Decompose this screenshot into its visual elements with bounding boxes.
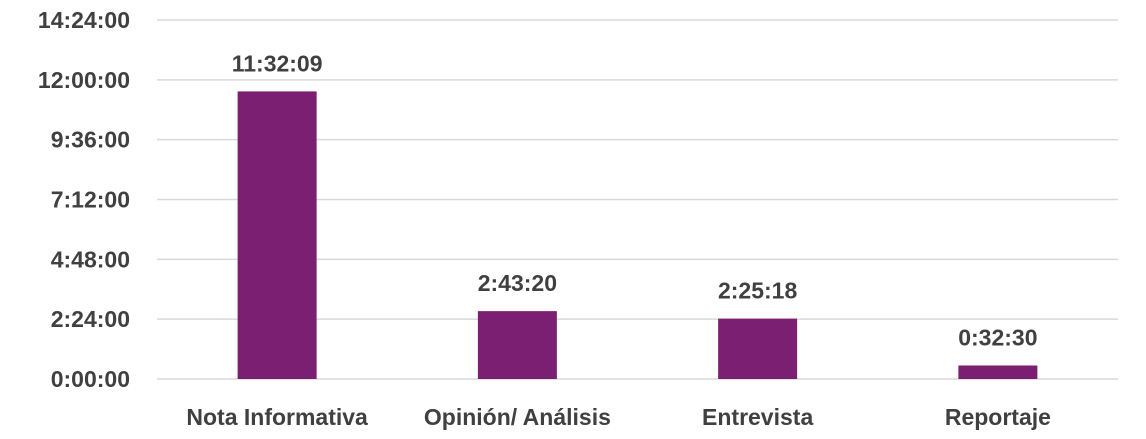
y-tick-label: 14:24:00 — [38, 7, 130, 33]
y-tick-label: 12:00:00 — [38, 67, 130, 93]
x-axis-category-labels: Nota Informativa Opinión/ Análisis Entrevi… — [186, 404, 1051, 430]
bar-value-label: 11:32:09 — [232, 50, 323, 76]
bar-value-label: 2:43:20 — [478, 270, 557, 296]
x-category-label: Nota Informativa — [186, 404, 368, 430]
y-tick-label: 7:12:00 — [51, 187, 130, 213]
y-tick-label: 0:00:00 — [51, 366, 130, 392]
y-tick-label: 9:36:00 — [51, 127, 130, 153]
bar-value-label: 2:25:18 — [718, 278, 797, 304]
bar — [237, 91, 317, 379]
bars — [237, 91, 1038, 379]
y-axis-tick-labels: 0:00:00 2:24:00 4:48:00 7:12:00 9:36:00 12:00… — [38, 7, 130, 392]
y-tick-label: 2:24:00 — [51, 306, 130, 332]
x-category-label: Entrevista — [702, 404, 813, 430]
bar — [958, 365, 1038, 379]
gridlines — [157, 19, 1118, 380]
data-labels: 11:32:09 2:43:20 2:25:18 0:32:30 — [232, 50, 1038, 350]
bar-value-label: 0:32:30 — [958, 324, 1037, 350]
x-category-label: Opinión/ Análisis — [424, 404, 611, 430]
x-category-label: Reportaje — [945, 404, 1051, 430]
bar — [477, 311, 557, 379]
y-tick-label: 4:48:00 — [51, 246, 130, 272]
bar — [718, 318, 798, 379]
